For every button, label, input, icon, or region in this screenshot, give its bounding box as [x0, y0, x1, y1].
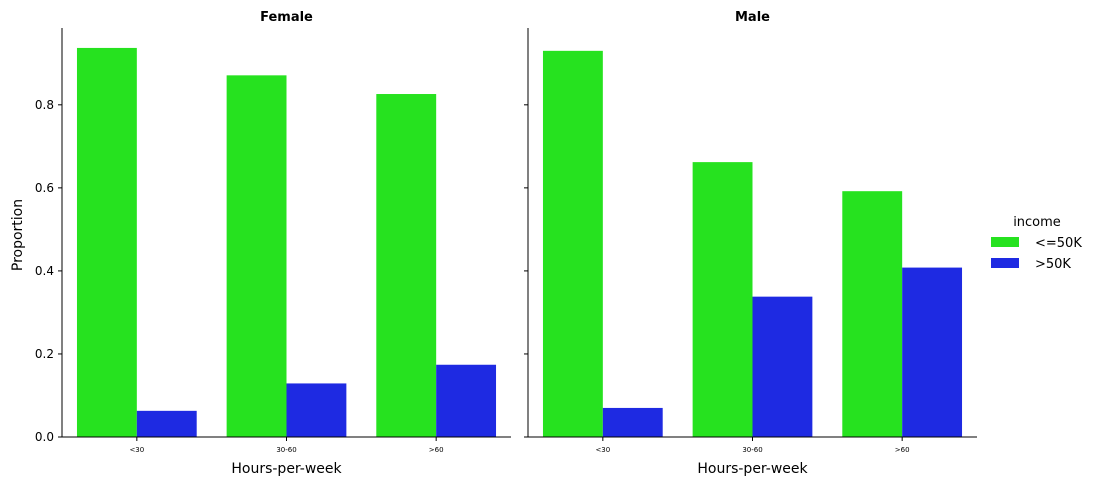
bar->50K-30-60: [286, 383, 347, 437]
panel-title: Male: [735, 10, 770, 25]
x-tick-label: >60: [429, 446, 444, 454]
y-tick-label: 0.0: [35, 430, 54, 444]
bar->50K-30-60: [752, 296, 813, 437]
legend-label: >50K: [1035, 257, 1071, 272]
panel-male: Male <30 30-60 >60 Hours-per-week: [524, 10, 977, 477]
bar->50K-<30: [602, 407, 663, 437]
bar-<=50K->60: [842, 191, 903, 437]
x-tick-label: 30-60: [742, 446, 762, 454]
bar->50K->60: [436, 364, 497, 437]
x-tick-label: <30: [129, 446, 144, 454]
legend-swatch: [991, 237, 1019, 247]
bar-<=50K-30-60: [226, 75, 287, 437]
legend-title: income: [1013, 215, 1061, 230]
x-tick-label: 30-60: [276, 446, 296, 454]
panel-title: Female: [260, 10, 313, 25]
chart-panels: Female 0.0 0.2 0.4 0.6 0.8 <30 30-60 >60 Hours-pe…: [35, 10, 977, 477]
x-axis-label: Hours-per-week: [697, 461, 808, 477]
legend-swatch: [991, 258, 1019, 268]
bar-<=50K-<30: [542, 50, 603, 438]
bar-<=50K->60: [376, 94, 437, 438]
y-tick-label: 0.2: [35, 347, 54, 361]
legend: income <=50K >50K: [991, 215, 1082, 272]
x-tick-label: <30: [595, 446, 610, 454]
x-tick-label: >60: [895, 446, 910, 454]
y-tick-label: 0.4: [35, 264, 54, 278]
y-axis-label: Proportion: [10, 199, 26, 271]
y-tick-label: 0.6: [35, 181, 54, 195]
y-tick-label: 0.8: [35, 98, 54, 112]
x-axis-label: Hours-per-week: [231, 461, 342, 477]
bar->50K->60: [902, 267, 963, 437]
panel-female: Female 0.0 0.2 0.4 0.6 0.8 <30 30-60 >60 Hours-pe…: [35, 10, 511, 477]
bar-<=50K-30-60: [692, 162, 753, 437]
bar-<=50K-<30: [76, 47, 137, 437]
legend-label: <=50K: [1035, 236, 1082, 251]
bar->50K-<30: [136, 410, 197, 437]
